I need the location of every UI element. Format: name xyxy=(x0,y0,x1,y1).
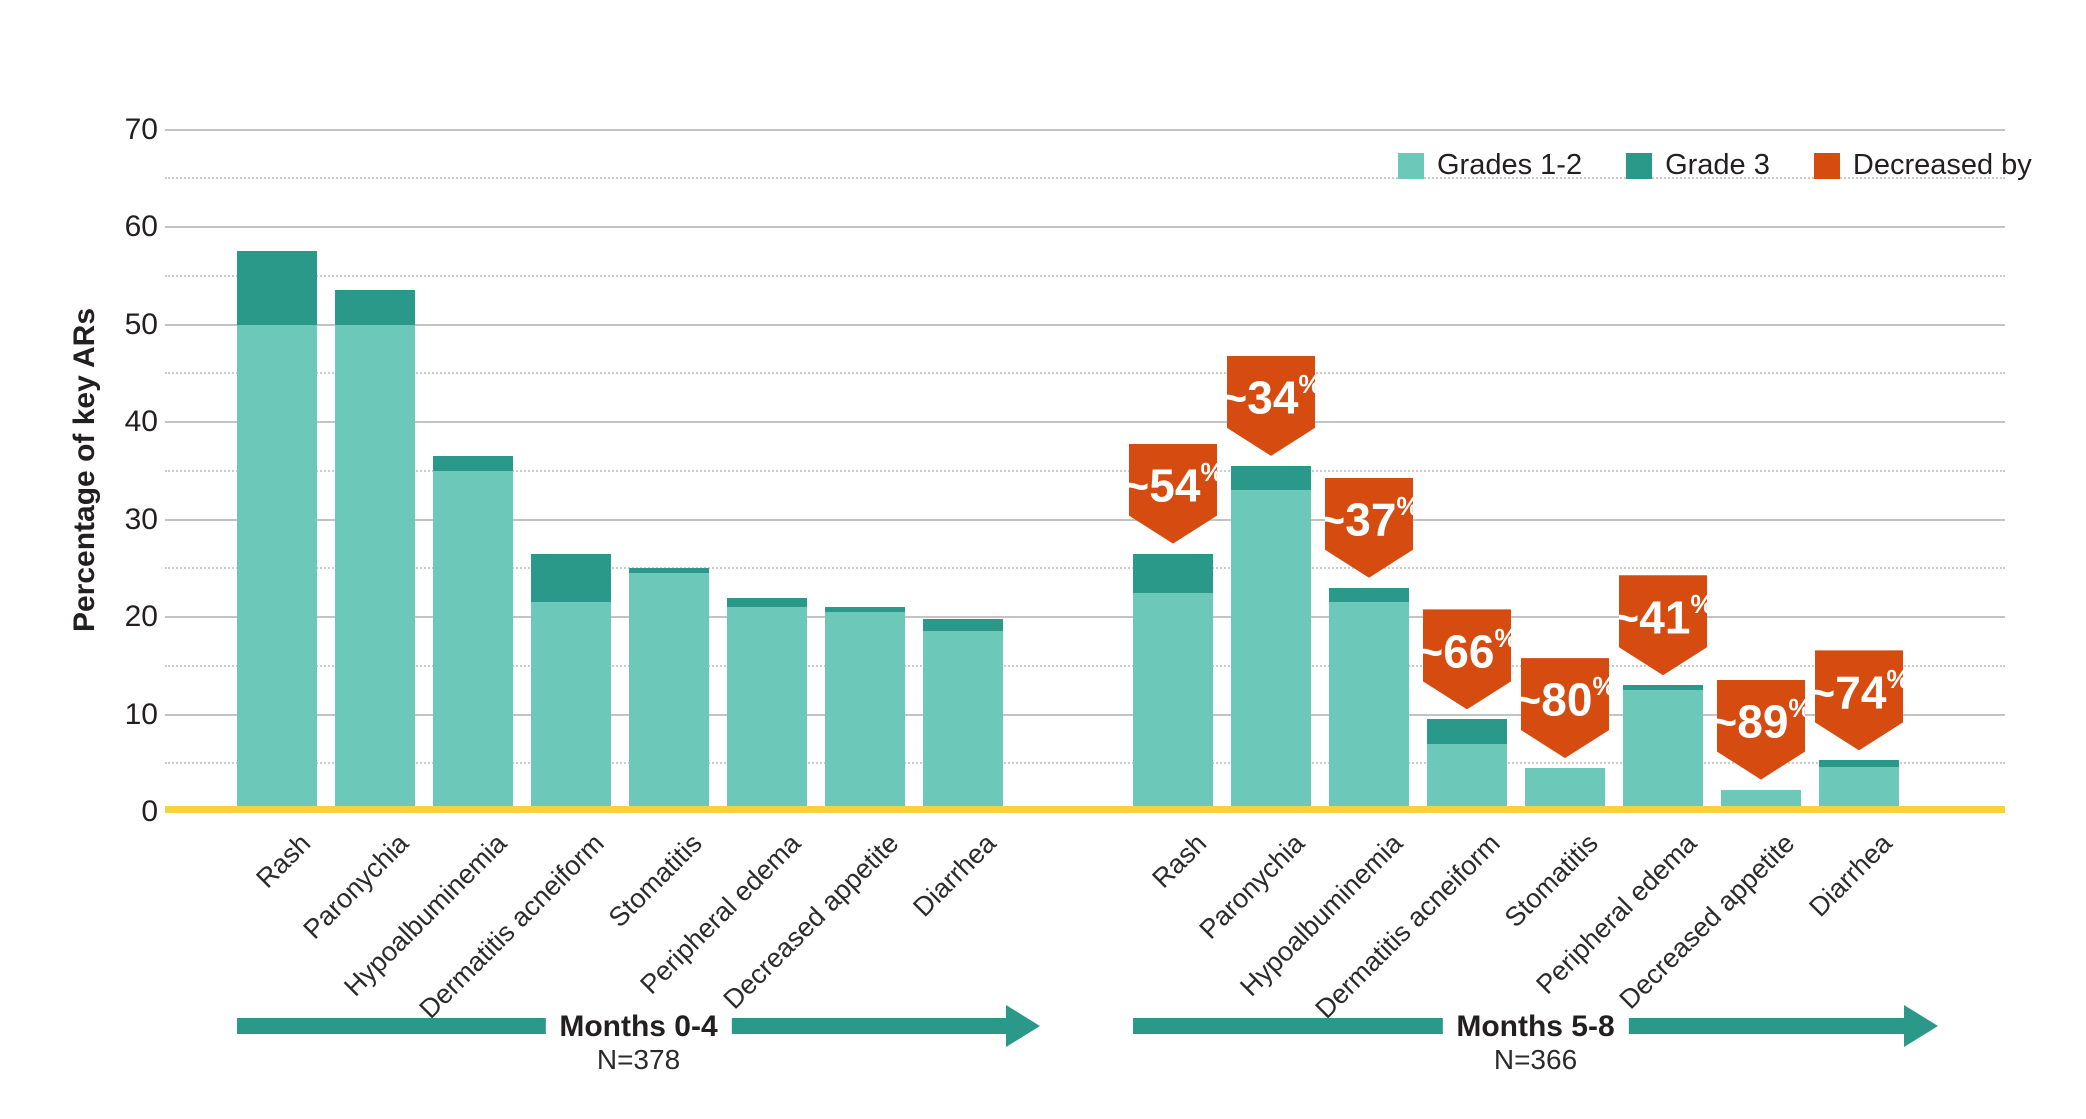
legend-label: Grade 3 xyxy=(1665,149,1770,181)
x-category-label: Rash xyxy=(250,828,317,894)
bar-segment-grade-3-rash xyxy=(1133,553,1213,593)
decrease-badge: ~66% xyxy=(1423,609,1511,710)
group-label-months-5-8: Months 5-8 xyxy=(1442,1008,1629,1046)
x-category-label: Rash xyxy=(1146,828,1213,894)
bar-segment-grades-1-2-paronychia xyxy=(1231,490,1311,806)
x-category-label: Diarrhea xyxy=(1803,828,1899,923)
bar-segment-grade-3-rash xyxy=(237,251,317,325)
x-category-label: Diarrhea xyxy=(907,828,1003,923)
badge-value: ~89% xyxy=(1710,692,1812,748)
decrease-badge: ~80% xyxy=(1521,658,1609,759)
x-category-label: Decreased appetite xyxy=(717,828,905,1015)
y-axis-title: Percentage of key ARs xyxy=(68,307,101,633)
grade-3-swatch-icon xyxy=(1626,152,1653,179)
gridline-dotted xyxy=(165,372,2005,375)
x-category-label: Decreased appetite xyxy=(1613,828,1801,1015)
gridline-dotted xyxy=(165,469,2005,472)
y-tick-label: 20 xyxy=(124,600,158,633)
bar-segment-grade-3-stomatitis xyxy=(629,568,709,574)
bar-segment-grade-3-paronychia xyxy=(1231,465,1311,491)
bar-segment-grades-1-2-dermatitis-acneiform xyxy=(1427,743,1507,806)
badge-value: ~34% xyxy=(1220,369,1322,424)
y-tick-label: 40 xyxy=(124,405,158,438)
bar-segment-grade-3-hypoalbuminemia xyxy=(1329,587,1409,603)
grades-1-2-swatch-icon xyxy=(1398,152,1424,179)
bar-segment-grade-3-dermatitis-acneiform xyxy=(1427,719,1507,744)
x-category-label: Dermatitis acneiform xyxy=(1309,828,1507,1025)
badge-value: ~54% xyxy=(1122,456,1224,512)
gridline-solid xyxy=(165,616,2005,618)
group-label-months-0-4: Months 0-4 xyxy=(545,1008,732,1046)
gridline-solid xyxy=(165,518,2005,521)
arrow-head-icon xyxy=(1006,1005,1040,1047)
gridline-dotted xyxy=(165,567,2005,570)
decreased-by-swatch-icon xyxy=(1813,152,1840,179)
decrease-badge: ~41% xyxy=(1619,575,1707,676)
decrease-badge: ~54% xyxy=(1129,443,1217,544)
y-tick-label: 10 xyxy=(124,697,158,731)
bar-segment-grades-1-2-stomatitis xyxy=(1525,768,1605,806)
gridline-dotted xyxy=(165,177,2005,180)
bar-segment-grades-1-2-stomatitis xyxy=(629,573,709,806)
bar-segment-grades-1-2-hypoalbuminemia xyxy=(433,470,513,806)
bar-segment-grade-3-dermatitis-acneiform xyxy=(531,553,611,603)
gridline-solid xyxy=(165,323,2005,326)
y-tick-label: 50 xyxy=(124,307,158,341)
legend-item-decreased-by: Decreased by xyxy=(1813,149,2032,182)
y-tick-label: 0 xyxy=(141,795,158,828)
bar-segment-grade-3-peripheral-edema xyxy=(727,597,807,608)
badge-value: ~41% xyxy=(1612,588,1714,643)
bar-segment-grades-1-2-rash xyxy=(237,324,317,806)
x-category-label: Hypoalbuminemia xyxy=(1234,828,1409,1003)
legend-label: Grades 1-2 xyxy=(1437,149,1583,181)
legend-item-grades-1-2: Grades 1-2 xyxy=(1398,149,1582,182)
bar-segment-grade-3-diarrhea xyxy=(923,618,1003,631)
badge-value: ~74% xyxy=(1808,663,1910,718)
bar-segment-grades-1-2-peripheral-edema xyxy=(727,607,807,806)
decrease-badge: ~89% xyxy=(1717,679,1805,780)
decrease-badge: ~34% xyxy=(1227,355,1315,456)
group-n-label: N=366 xyxy=(1493,1044,1578,1075)
gridline-solid xyxy=(165,421,2005,423)
group-n-label: N=378 xyxy=(596,1044,681,1075)
gridline-dotted xyxy=(165,664,2005,667)
y-tick-label: 70 xyxy=(124,112,158,146)
gridline-solid xyxy=(165,713,2005,716)
bar-segment-grades-1-2-dermatitis-acneiform xyxy=(531,602,611,806)
gridline-dotted xyxy=(165,762,2005,765)
gridline-solid xyxy=(165,226,2005,228)
bar-segment-grade-3-decreased-appetite xyxy=(825,607,905,613)
bar-segment-grade-3-peripheral-edema xyxy=(1623,685,1703,691)
bar-segment-grade-3-paronychia xyxy=(335,290,415,325)
bar-segment-grades-1-2-hypoalbuminemia xyxy=(1329,602,1409,806)
legend-item-grade-3: Grade 3 xyxy=(1626,149,1770,182)
bar-segment-grades-1-2-peripheral-edema xyxy=(1623,690,1703,806)
y-tick-label: 60 xyxy=(124,210,158,243)
x-category-label: Hypoalbuminemia xyxy=(338,828,513,1003)
bar-segment-grade-3-diarrhea xyxy=(1819,760,1899,768)
arrow-head-icon xyxy=(1904,1005,1938,1047)
legend-label: Decreased by xyxy=(1852,149,2032,181)
bar-segment-grades-1-2-decreased-appetite xyxy=(825,612,905,806)
badge-value: ~80% xyxy=(1514,671,1616,726)
x-category-label: Stomatitis xyxy=(1499,828,1605,934)
x-axis-baseline xyxy=(165,806,2005,813)
decrease-badge: ~74% xyxy=(1815,650,1903,751)
legend: Grades 1-2 Grade 3 Decreased by xyxy=(1398,149,2032,182)
bar-segment-grades-1-2-diarrhea xyxy=(923,630,1003,806)
badge-value: ~37% xyxy=(1318,491,1420,546)
decrease-badge: ~37% xyxy=(1325,477,1413,578)
gridline-dotted xyxy=(165,274,2005,277)
gridline-solid xyxy=(165,128,2005,131)
bar-segment-grades-1-2-paronychia xyxy=(335,324,415,806)
x-category-label: Stomatitis xyxy=(603,828,709,934)
bar-segment-grades-1-2-decreased-appetite xyxy=(1721,789,1801,806)
bar-segment-grades-1-2-rash xyxy=(1133,592,1213,806)
badge-value: ~66% xyxy=(1416,622,1518,678)
bar-segment-grade-3-hypoalbuminemia xyxy=(433,456,513,471)
bar-segment-grades-1-2-diarrhea xyxy=(1819,767,1899,806)
x-category-label: Dermatitis acneiform xyxy=(413,828,611,1025)
y-tick-label: 30 xyxy=(124,502,158,536)
